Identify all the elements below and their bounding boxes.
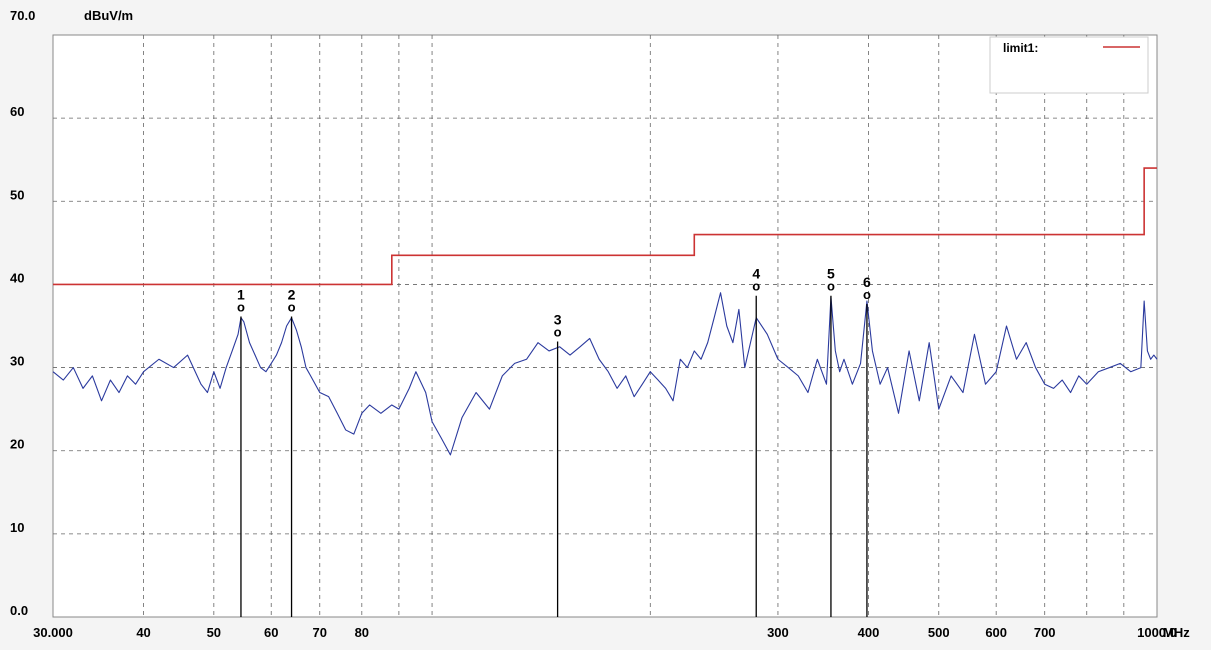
- x-tick-label: 500: [928, 625, 950, 640]
- marker-symbol: o: [554, 324, 562, 339]
- x-tick-label: 1000.0: [1137, 625, 1177, 640]
- marker-label: 1: [237, 287, 245, 303]
- legend-limit-label: limit1:: [1003, 41, 1038, 55]
- x-tick-label: 600: [985, 625, 1007, 640]
- series-layer: [52, 292, 1158, 456]
- y-tick-label: 30: [10, 354, 24, 369]
- x-tick-label: 30.000: [33, 625, 73, 640]
- marker-label: 3: [554, 311, 562, 327]
- x-tick-label: 700: [1034, 625, 1056, 640]
- marker-symbol: o: [863, 287, 871, 302]
- x-tick-label: 40: [136, 625, 150, 640]
- marker-label: 5: [827, 266, 835, 282]
- legend-box: [989, 36, 1149, 94]
- y-tick-labels: 0.0 10 20 30 40 50 60 70.0: [10, 8, 35, 618]
- x-tick-label: 80: [355, 625, 369, 640]
- x-tick-label: 60: [264, 625, 278, 640]
- y-tick-label: 0.0: [10, 603, 28, 618]
- marker-label: 2: [288, 287, 296, 303]
- marker-5: o5: [827, 266, 835, 617]
- marker-label: 4: [752, 266, 760, 282]
- marker-4: o4: [752, 266, 760, 617]
- marker-6: o6: [863, 274, 871, 617]
- plot-area: [52, 34, 1158, 618]
- marker-3: o3: [554, 311, 562, 617]
- marker-symbol: o: [288, 300, 296, 315]
- x-tick-label: 50: [207, 625, 221, 640]
- limit1-line: [53, 167, 1157, 286]
- limit-line: [53, 167, 1157, 286]
- marker-2: o2: [288, 287, 296, 617]
- marker-symbol: o: [752, 279, 760, 294]
- y-tick-label: 70.0: [10, 8, 35, 23]
- x-tick-labels: 30.000 40 50 60 70 80 300 400 500 600 700 1000.0: [33, 625, 1177, 640]
- measurement-trace: [52, 292, 1158, 456]
- x-tick-label: 70: [313, 625, 327, 640]
- marker-symbol: o: [827, 279, 835, 294]
- y-tick-label: 20: [10, 437, 24, 452]
- marker-1: o1: [237, 287, 245, 617]
- y-tick-label: 40: [10, 270, 24, 285]
- marker-symbol: o: [237, 300, 245, 315]
- x-axis-unit-label: MHz: [1163, 625, 1190, 640]
- x-tick-label: 300: [767, 625, 789, 640]
- y-axis-unit-label: dBuV/m: [84, 8, 133, 23]
- y-tick-label: 10: [10, 520, 24, 535]
- legend: limit1:: [989, 36, 1149, 94]
- x-tick-label: 400: [858, 625, 880, 640]
- y-tick-label: 50: [10, 187, 24, 202]
- y-tick-label: 60: [10, 104, 24, 119]
- marker-label: 6: [863, 274, 871, 290]
